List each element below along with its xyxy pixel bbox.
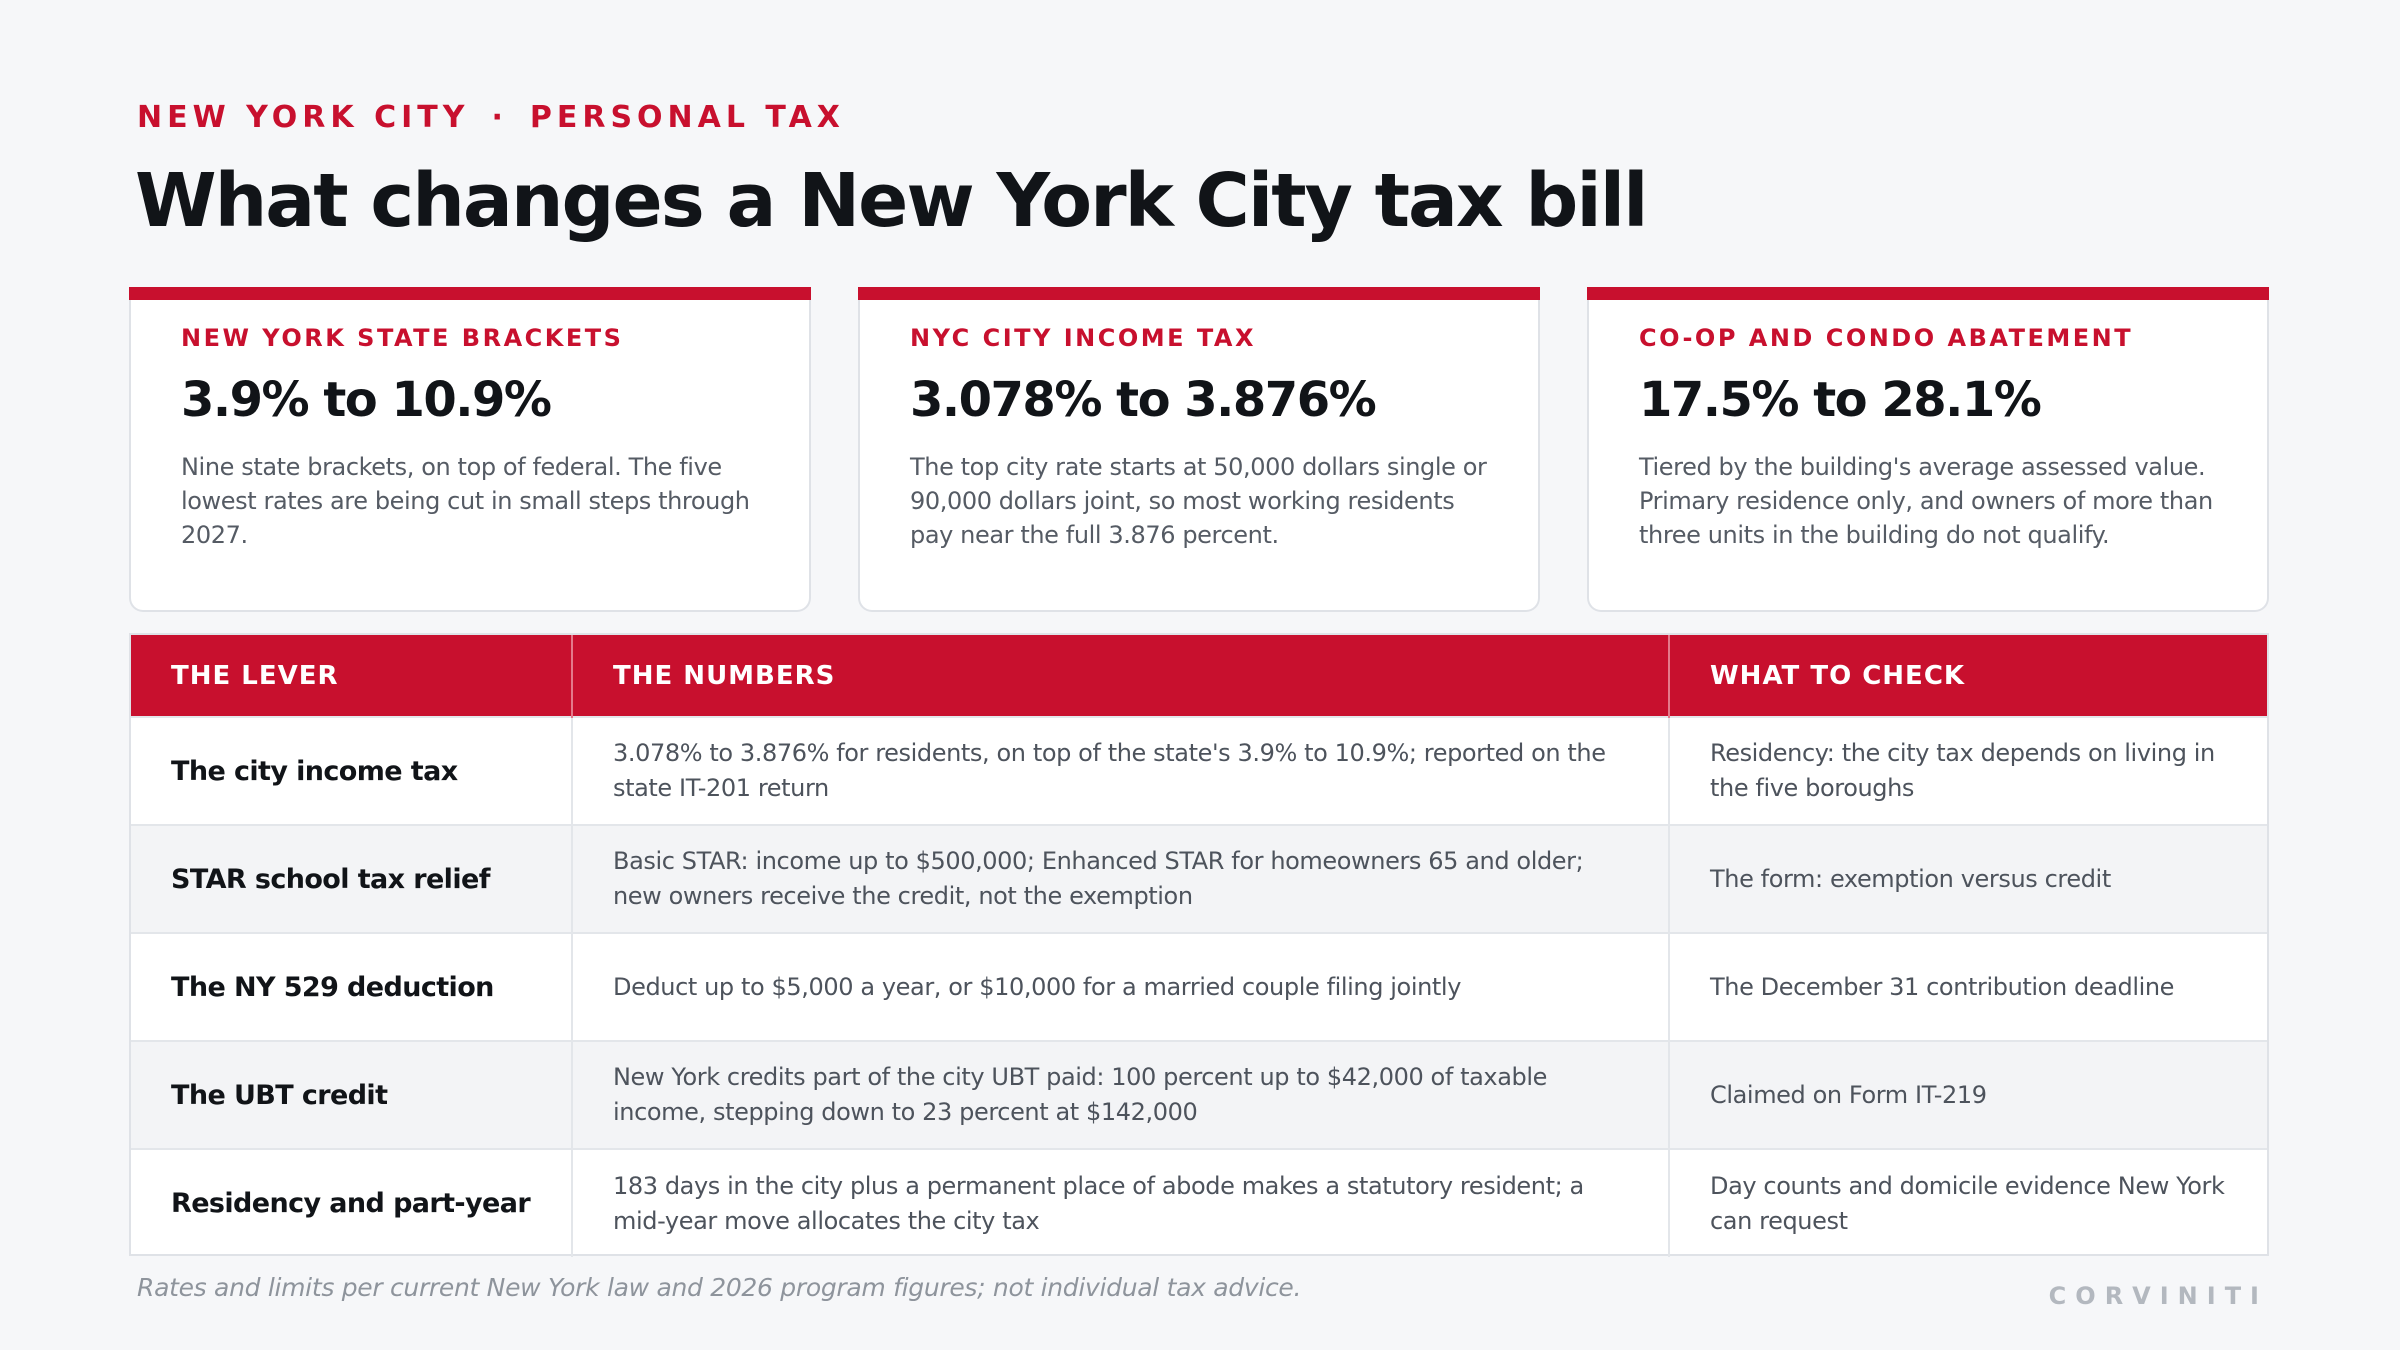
card-description: The top city rate starts at 50,000 dolla… — [910, 453, 1487, 549]
card-value: 3.078% to 3.876% — [910, 372, 1377, 428]
header-numbers: THE NUMBERS — [572, 635, 1670, 717]
cell-lever: The UBT credit — [131, 1040, 573, 1149]
cell-numbers: Deduct up to $5,000 a year, or $10,000 f… — [572, 932, 1670, 1041]
table-row: The city income tax 3.078% to 3.876% for… — [131, 716, 2267, 825]
table-row: Residency and part-year 183 days in the … — [131, 1148, 2267, 1257]
cell-check: The form: exemption versus credit — [1669, 824, 2267, 933]
cell-numbers: 183 days in the city plus a permanent pl… — [572, 1148, 1670, 1257]
brand-wordmark: CORVINITI — [2048, 1282, 2268, 1310]
cell-check: The December 31 contribution deadline — [1669, 932, 2267, 1041]
cell-numbers: 3.078% to 3.876% for residents, on top o… — [572, 716, 1670, 825]
card-description: Tiered by the building's average assesse… — [1639, 453, 2213, 549]
cell-numbers: New York credits part of the city UBT pa… — [572, 1040, 1670, 1149]
cell-lever: The NY 529 deduction — [131, 932, 573, 1041]
summary-cards: NEW YORK STATE BRACKETS 3.9% to 10.9% Ni… — [129, 287, 2269, 612]
table-header-row: THE LEVER THE NUMBERS WHAT TO CHECK — [131, 635, 2267, 717]
table-row: The NY 529 deduction Deduct up to $5,000… — [131, 932, 2267, 1041]
cell-check: Residency: the city tax depends on livin… — [1669, 716, 2267, 825]
card-value: 17.5% to 28.1% — [1639, 372, 2042, 428]
page-title: What changes a New York City tax bill — [135, 158, 1648, 244]
cell-check: Day counts and domicile evidence New Yor… — [1669, 1148, 2267, 1257]
card-label: NEW YORK STATE BRACKETS — [181, 324, 624, 352]
card-label: NYC CITY INCOME TAX — [910, 324, 1256, 352]
levers-table: THE LEVER THE NUMBERS WHAT TO CHECK The … — [129, 633, 2269, 1257]
cell-check: Claimed on Form IT-219 — [1669, 1040, 2267, 1149]
cell-lever: STAR school tax relief — [131, 824, 573, 933]
card-state-brackets: NEW YORK STATE BRACKETS 3.9% to 10.9% Ni… — [129, 287, 811, 612]
table-row: The UBT credit New York credits part of … — [131, 1040, 2267, 1149]
card-description: Nine state brackets, on top of federal. … — [181, 453, 750, 549]
card-label: CO-OP AND CONDO ABATEMENT — [1639, 324, 2134, 352]
eyebrow-separator: · — [491, 100, 508, 135]
card-city-income-tax: NYC CITY INCOME TAX 3.078% to 3.876% The… — [858, 287, 1540, 612]
header-check: WHAT TO CHECK — [1669, 635, 2267, 717]
eyebrow: NEW YORK CITY · PERSONAL TAX — [137, 100, 845, 135]
card-coop-condo-abatement: CO-OP AND CONDO ABATEMENT 17.5% to 28.1%… — [1587, 287, 2269, 612]
cell-lever: The city income tax — [131, 716, 573, 825]
table-row: STAR school tax relief Basic STAR: incom… — [131, 824, 2267, 933]
footnote: Rates and limits per current New York la… — [137, 1273, 1302, 1302]
card-value: 3.9% to 10.9% — [181, 372, 552, 428]
eyebrow-topic: PERSONAL TAX — [529, 100, 845, 135]
header-lever: THE LEVER — [131, 635, 573, 717]
cell-lever: Residency and part-year — [131, 1148, 573, 1257]
eyebrow-city: NEW YORK CITY — [137, 100, 470, 135]
cell-numbers: Basic STAR: income up to $500,000; Enhan… — [572, 824, 1670, 933]
